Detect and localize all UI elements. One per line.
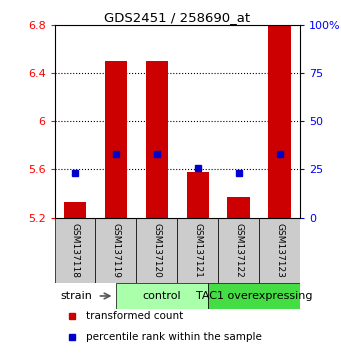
- Bar: [136, 217, 177, 283]
- Text: percentile rank within the sample: percentile rank within the sample: [87, 332, 262, 342]
- Bar: [55, 217, 95, 283]
- Bar: [116, 283, 208, 309]
- Text: GSM137118: GSM137118: [71, 223, 79, 278]
- Bar: [146, 61, 168, 217]
- Bar: [208, 283, 300, 309]
- Bar: [105, 61, 127, 217]
- Bar: [227, 197, 250, 217]
- Bar: [177, 217, 218, 283]
- Bar: [259, 217, 300, 283]
- Text: TAC1 overexpressing: TAC1 overexpressing: [196, 291, 312, 301]
- Bar: [218, 217, 259, 283]
- Text: GSM137123: GSM137123: [275, 223, 284, 278]
- Text: control: control: [143, 291, 181, 301]
- Text: strain: strain: [61, 291, 92, 301]
- Text: GSM137120: GSM137120: [152, 223, 161, 278]
- Text: GSM137119: GSM137119: [112, 223, 120, 278]
- Title: GDS2451 / 258690_at: GDS2451 / 258690_at: [104, 11, 250, 24]
- Bar: [95, 217, 136, 283]
- Text: transformed count: transformed count: [87, 311, 184, 321]
- Bar: [187, 172, 209, 217]
- Bar: [64, 202, 86, 217]
- Bar: [268, 25, 291, 217]
- Text: GSM137122: GSM137122: [234, 223, 243, 278]
- Text: GSM137121: GSM137121: [193, 223, 202, 278]
